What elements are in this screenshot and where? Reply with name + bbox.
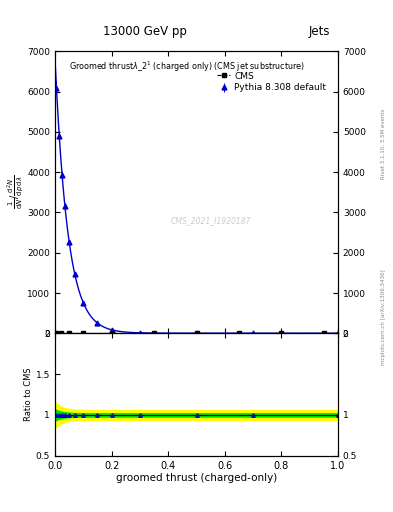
CMS <box>279 330 284 336</box>
CMS <box>152 330 156 336</box>
Text: Groomed thrust$\lambda$_2$^1$ (charged only) (CMS jet substructure): Groomed thrust$\lambda$_2$^1$ (charged o… <box>69 60 305 74</box>
CMS <box>109 330 114 336</box>
X-axis label: groomed thrust (charged-only): groomed thrust (charged-only) <box>116 473 277 483</box>
Text: Rivet 3.1.10, 3.5M events: Rivet 3.1.10, 3.5M events <box>381 108 386 179</box>
Text: CMS_2021_I1920187: CMS_2021_I1920187 <box>171 216 251 225</box>
Legend: CMS, Pythia 8.308 default: CMS, Pythia 8.308 default <box>215 70 328 94</box>
Text: 13000 GeV pp: 13000 GeV pp <box>103 26 187 38</box>
Y-axis label: $\frac{1}{\mathrm{d}N} / \frac{\mathrm{d}^2N}{\mathrm{d}p\,\mathrm{d}\lambda}$: $\frac{1}{\mathrm{d}N} / \frac{\mathrm{d… <box>6 175 26 209</box>
CMS <box>81 330 86 336</box>
Text: mcplots.cern.ch [arXiv:1306.3436]: mcplots.cern.ch [arXiv:1306.3436] <box>381 270 386 365</box>
CMS <box>321 330 326 336</box>
CMS <box>67 330 72 336</box>
Y-axis label: Ratio to CMS: Ratio to CMS <box>24 368 33 421</box>
CMS <box>58 330 63 336</box>
Text: Jets: Jets <box>309 26 330 38</box>
CMS <box>194 330 199 336</box>
CMS <box>54 330 59 336</box>
Line: CMS: CMS <box>54 331 326 335</box>
CMS <box>237 330 241 336</box>
